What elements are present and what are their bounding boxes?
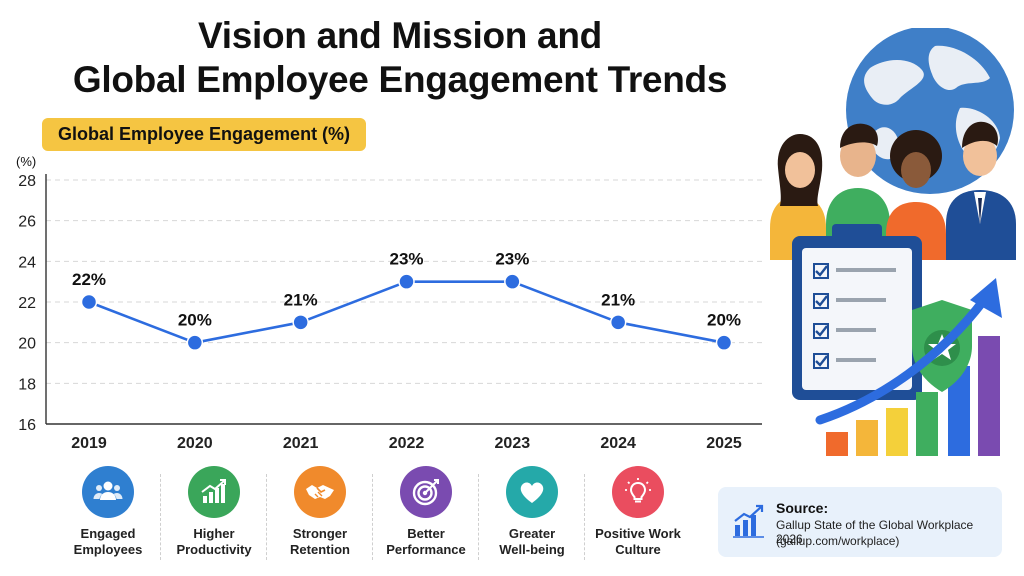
feature-circle — [400, 466, 452, 518]
x-tick-label: 2021 — [283, 435, 319, 452]
data-label: 20% — [707, 311, 741, 330]
data-point — [292, 314, 309, 331]
feature-label-line-2: Performance — [386, 542, 466, 557]
target-icon — [412, 479, 439, 506]
feature-circle — [82, 466, 134, 518]
handshake-icon — [306, 485, 334, 499]
feature-higher-productivity: Higher Productivity — [162, 466, 266, 558]
source-heading: Source: — [776, 500, 829, 516]
feature-label-line-1: Better — [407, 526, 445, 541]
feature-label-line-2: Culture — [615, 542, 661, 557]
people-icon — [93, 481, 123, 500]
y-tick-label: 24 — [18, 254, 36, 271]
feature-circle — [188, 466, 240, 518]
feature-label-line-1: Positive Work — [595, 526, 681, 541]
growth-chart-icon — [201, 479, 226, 503]
x-tick-label: 2020 — [177, 435, 213, 452]
feature-label-line-2: Retention — [290, 542, 350, 557]
data-point — [398, 273, 415, 290]
y-tick-label: 16 — [18, 417, 36, 434]
feature-label-line-2: Employees — [73, 542, 143, 557]
feature-label: Better Performance — [374, 526, 478, 558]
feature-label-line-1: Engaged — [80, 526, 136, 541]
y-tick-label: 22 — [18, 295, 36, 312]
data-label: 22% — [72, 270, 106, 289]
feature-label-line-2: Well-being — [499, 542, 565, 557]
source-line-2: (gallup.com/workplace) — [776, 534, 900, 548]
feature-better-performance: Better Performance — [374, 466, 478, 558]
person-icon — [886, 130, 946, 260]
checklist-items — [813, 263, 896, 369]
x-tick-label: 2024 — [600, 435, 636, 452]
page-title-line-2: Global Employee Engagement Trends — [72, 59, 728, 100]
divider — [478, 474, 479, 560]
y-tick-labels: 16 18 20 22 24 26 28 — [18, 173, 36, 434]
data-point — [715, 334, 733, 351]
feature-label: Positive Work Culture — [586, 526, 690, 558]
feature-greater-well-being: Greater Well-being — [480, 466, 584, 558]
data-points — [80, 273, 733, 351]
feature-circle — [294, 466, 346, 518]
x-tick-label: 2019 — [71, 435, 107, 452]
feature-circle — [612, 466, 664, 518]
feature-label: Greater Well-being — [480, 526, 584, 558]
feature-engaged-employees: Engaged Employees — [56, 466, 160, 558]
growth-bars-icon — [826, 336, 1000, 456]
data-point — [504, 273, 521, 290]
page-title: Vision and Mission and Global Employee E… — [0, 14, 800, 102]
divider — [584, 474, 585, 560]
divider — [160, 474, 161, 560]
data-label: 23% — [389, 250, 423, 269]
divider — [372, 474, 373, 560]
x-tick-label: 2025 — [706, 435, 742, 452]
feature-positive-work-culture: Positive Work Culture — [586, 466, 690, 558]
x-tick-label: 2023 — [495, 435, 531, 452]
data-point — [80, 293, 98, 311]
trend-arrow-icon — [815, 278, 1002, 425]
y-axis-unit: (%) — [16, 154, 37, 169]
source-line-1: Gallup State of the Global Workplace 202… — [776, 518, 974, 546]
feature-circle — [506, 466, 558, 518]
source-box: Source: Gallup State of the Global Workp… — [718, 487, 1002, 557]
divider — [266, 474, 267, 560]
feature-label: Stronger Retention — [268, 526, 372, 558]
y-tick-label: 20 — [18, 336, 36, 353]
y-tick-label: 28 — [18, 173, 36, 190]
data-labels: 22% 20% 21% 23% 23% 21% 20% — [72, 250, 741, 330]
grid-lines — [46, 179, 762, 384]
feature-label: Engaged Employees — [56, 526, 160, 558]
data-label: 23% — [495, 250, 529, 269]
axes — [45, 174, 762, 425]
feature-stronger-retention: Stronger Retention — [268, 466, 372, 558]
feature-label-line-1: Higher — [193, 526, 235, 541]
chart-title: Global Employee Engagement (%) — [42, 118, 367, 151]
data-label: 21% — [284, 290, 318, 309]
y-tick-label: 26 — [18, 214, 36, 231]
person-icon — [946, 121, 1016, 260]
bar-chart-icon — [733, 504, 764, 538]
x-tick-label: 2022 — [389, 435, 425, 452]
data-label: 21% — [601, 290, 635, 309]
x-tick-labels: 2019 2020 2021 2022 2023 2024 2025 — [71, 435, 742, 452]
page-title-line-1: Vision and Mission and — [198, 15, 602, 56]
benefits-row: Engaged Employees Higher Productivity — [56, 466, 696, 566]
heart-icon — [520, 482, 544, 503]
y-tick-label: 18 — [18, 376, 36, 393]
data-label: 20% — [178, 311, 212, 330]
feature-label: Higher Productivity — [162, 526, 266, 558]
decorative-illustration — [770, 28, 1016, 456]
feature-label-line-1: Greater — [508, 526, 556, 541]
feature-label-line-2: Productivity — [176, 542, 252, 557]
feature-label-line-1: Stronger — [292, 526, 348, 541]
lightbulb-icon — [625, 478, 651, 503]
data-point — [186, 334, 204, 351]
clipboard-icon — [792, 224, 922, 400]
data-point — [609, 314, 627, 331]
